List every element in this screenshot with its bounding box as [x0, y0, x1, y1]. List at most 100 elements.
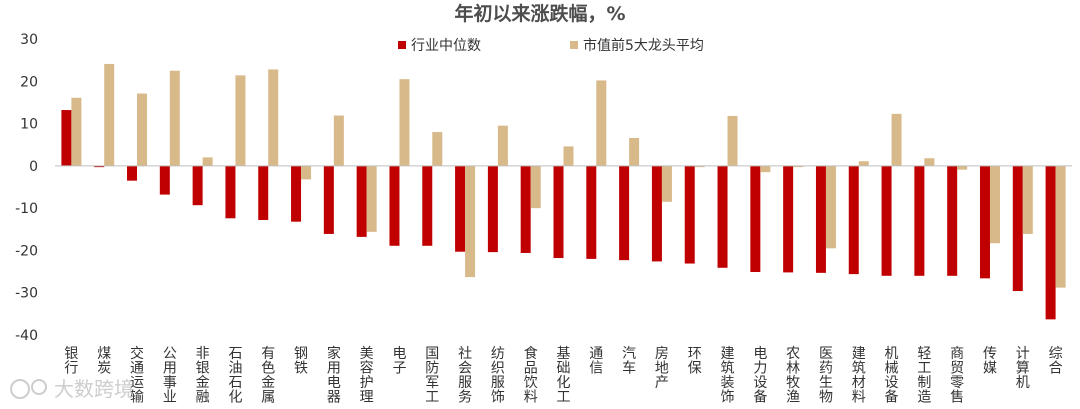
x-category-label: 社会服务 — [458, 346, 472, 406]
bar-median — [422, 165, 433, 246]
bar-median — [651, 165, 662, 262]
x-category-label: 商贸零售 — [950, 346, 964, 406]
bar-median — [783, 165, 794, 273]
bar-top5 — [366, 165, 377, 232]
bar-median — [487, 165, 498, 253]
x-category-label: 家用电器 — [327, 345, 341, 406]
chart-title: 年初以来涨跌幅，% — [454, 2, 625, 25]
legend-label-top5: 市值前5大龙头平均 — [583, 37, 704, 54]
x-category-label: 国防军工 — [425, 346, 439, 406]
x-category-label: 传媒 — [983, 346, 997, 377]
x-category-label: 纺织服饰 — [491, 346, 505, 406]
bar-top5 — [1022, 165, 1033, 234]
bar-top5 — [858, 161, 869, 166]
bar-median — [127, 165, 138, 181]
bar-top5 — [104, 63, 115, 166]
bar-top5 — [793, 165, 804, 168]
x-category-label: 农林牧渔 — [786, 346, 800, 406]
x-category-label: 医药生物 — [819, 346, 833, 406]
bar-median — [717, 165, 728, 268]
x-category-label: 建筑装饰 — [721, 346, 735, 406]
legend-swatch-median — [398, 41, 406, 49]
bar-median — [225, 165, 236, 219]
bar-top5 — [924, 158, 935, 166]
x-category-label: 机械设备 — [885, 346, 899, 406]
bar-median — [291, 165, 302, 222]
bar-median — [192, 165, 203, 206]
y-axis: 30 20 10 0 -10 -20 -30 -40 — [15, 32, 38, 344]
x-category-label: 计算机 — [1016, 346, 1030, 391]
bar-top5 — [137, 93, 148, 166]
bar-top5 — [530, 165, 541, 209]
bar-median — [881, 165, 892, 276]
x-category-label: 建筑材料 — [852, 346, 866, 406]
bar-median — [619, 165, 630, 261]
x-category-label: 电子 — [392, 346, 406, 377]
y-tick-label: -20 — [15, 243, 38, 259]
bar-top5 — [629, 137, 640, 166]
x-category-label: 房地产 — [655, 346, 669, 391]
x-category-label: 基础化工 — [557, 345, 571, 406]
bar-top5 — [497, 125, 508, 166]
bar-median — [455, 165, 466, 252]
bar-top5 — [333, 115, 344, 166]
bar-top5 — [891, 113, 902, 166]
watermark-text: 大数跨境 — [54, 377, 134, 401]
bar-median — [979, 165, 990, 279]
bar-median — [389, 165, 400, 246]
bar-median — [520, 165, 531, 253]
bar-top5 — [235, 75, 246, 166]
bar-top5 — [957, 165, 968, 170]
bar-median — [815, 165, 826, 273]
bar-median — [1012, 165, 1023, 292]
bar-median — [356, 165, 367, 237]
bar-median — [750, 165, 761, 272]
x-category-label: 通信 — [589, 346, 603, 377]
bar-median — [258, 165, 269, 220]
y-tick-label: 10 — [20, 117, 38, 133]
x-category-label: 轻工制造 — [917, 346, 931, 406]
x-category-label: 综合 — [1049, 346, 1063, 377]
y-tick-label: -10 — [15, 201, 38, 217]
y-tick-label: 20 — [20, 74, 38, 90]
bar-top5 — [661, 165, 672, 202]
x-category-label: 有色金属 — [261, 346, 275, 406]
bar-median — [586, 165, 597, 259]
bar-median — [684, 165, 695, 264]
bar-top5 — [202, 157, 213, 166]
bar-median — [914, 165, 925, 276]
watermark-logo-icon — [10, 379, 47, 399]
x-category-label: 交通运输 — [130, 345, 144, 406]
x-category-label: 环保 — [688, 346, 702, 377]
x-category-label: 银行 — [64, 346, 78, 377]
legend-label-median: 行业中位数 — [411, 38, 481, 54]
bar-top5 — [596, 80, 607, 166]
bar-top5 — [268, 69, 279, 166]
bar-top5 — [1055, 165, 1066, 288]
x-category-label: 公用事业 — [163, 346, 177, 406]
bar-series — [61, 63, 1066, 320]
legend-swatch-top5 — [570, 41, 578, 49]
bar-median — [94, 165, 105, 168]
chart-legend: 行业中位数 市值前5大龙头平均 — [398, 37, 704, 54]
y-tick-label: -30 — [15, 286, 38, 302]
bar-top5 — [71, 97, 82, 166]
bar-top5 — [825, 165, 836, 249]
x-category-label: 电力设备 — [753, 346, 767, 406]
y-tick-label: -40 — [15, 328, 38, 344]
x-category-label: 煤炭 — [97, 346, 111, 377]
x-category-label: 钢铁 — [294, 346, 308, 377]
x-category-label: 美容护理 — [360, 346, 374, 406]
bar-top5 — [563, 146, 574, 166]
x-category-label: 食品饮料 — [524, 345, 538, 406]
bar-median — [848, 165, 859, 275]
bar-top5 — [169, 70, 180, 166]
bar-median — [1045, 165, 1056, 320]
bar-top5 — [301, 165, 312, 180]
y-tick-label: 0 — [29, 159, 38, 175]
bar-top5 — [760, 165, 771, 173]
bar-top5 — [432, 132, 443, 166]
bar-median — [553, 165, 564, 259]
